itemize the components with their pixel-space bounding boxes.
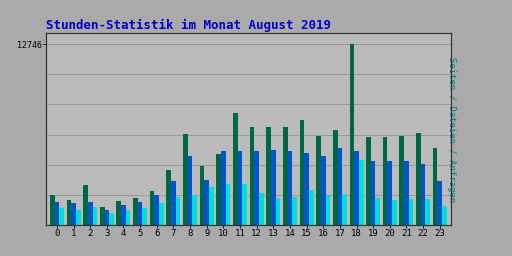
- Bar: [155, 195, 159, 225]
- Bar: [166, 170, 171, 225]
- Bar: [183, 134, 188, 225]
- Bar: [350, 44, 354, 225]
- Text: Stunden-Statistik im Monat August 2019: Stunden-Statistik im Monat August 2019: [46, 19, 331, 32]
- Y-axis label: Seiten / Dateien / Anfragen: Seiten / Dateien / Anfragen: [447, 57, 456, 202]
- Bar: [221, 151, 226, 225]
- Bar: [217, 154, 221, 225]
- Bar: [375, 198, 380, 225]
- Bar: [275, 198, 280, 225]
- Bar: [342, 194, 347, 225]
- Bar: [404, 161, 409, 225]
- Bar: [200, 166, 204, 225]
- Bar: [259, 193, 264, 225]
- Bar: [204, 180, 209, 225]
- Bar: [242, 184, 247, 225]
- Bar: [188, 156, 193, 225]
- Bar: [226, 184, 230, 225]
- Bar: [371, 161, 375, 225]
- Bar: [93, 207, 97, 225]
- Bar: [117, 201, 121, 225]
- Bar: [354, 151, 359, 225]
- Bar: [138, 202, 142, 225]
- Bar: [309, 190, 313, 225]
- Bar: [399, 136, 404, 225]
- Bar: [392, 200, 397, 225]
- Bar: [83, 185, 88, 225]
- Bar: [142, 208, 147, 225]
- Bar: [126, 210, 131, 225]
- Bar: [254, 151, 259, 225]
- Bar: [321, 156, 326, 225]
- Bar: [67, 200, 71, 225]
- Bar: [104, 210, 109, 225]
- Bar: [271, 150, 275, 225]
- Bar: [283, 127, 288, 225]
- Bar: [333, 130, 337, 225]
- Bar: [366, 137, 371, 225]
- Bar: [359, 160, 364, 225]
- Bar: [292, 197, 297, 225]
- Bar: [233, 113, 238, 225]
- Bar: [76, 210, 80, 225]
- Bar: [300, 120, 304, 225]
- Bar: [409, 199, 414, 225]
- Bar: [425, 199, 430, 225]
- Bar: [421, 164, 425, 225]
- Bar: [383, 137, 388, 225]
- Bar: [266, 127, 271, 225]
- Bar: [109, 213, 114, 225]
- Bar: [416, 133, 421, 225]
- Bar: [50, 195, 55, 225]
- Bar: [326, 195, 330, 225]
- Bar: [304, 153, 309, 225]
- Bar: [437, 181, 442, 225]
- Bar: [209, 187, 214, 225]
- Bar: [133, 198, 138, 225]
- Bar: [193, 195, 197, 225]
- Bar: [171, 181, 176, 225]
- Bar: [55, 202, 59, 225]
- Bar: [433, 148, 437, 225]
- Bar: [150, 191, 155, 225]
- Bar: [159, 202, 164, 225]
- Bar: [288, 151, 292, 225]
- Bar: [176, 197, 180, 225]
- Bar: [88, 202, 93, 225]
- Bar: [121, 205, 126, 225]
- Bar: [100, 207, 104, 225]
- Bar: [71, 203, 76, 225]
- Bar: [442, 206, 447, 225]
- Bar: [250, 127, 254, 225]
- Bar: [337, 148, 342, 225]
- Bar: [59, 208, 64, 225]
- Bar: [388, 161, 392, 225]
- Bar: [238, 151, 242, 225]
- Bar: [316, 136, 321, 225]
